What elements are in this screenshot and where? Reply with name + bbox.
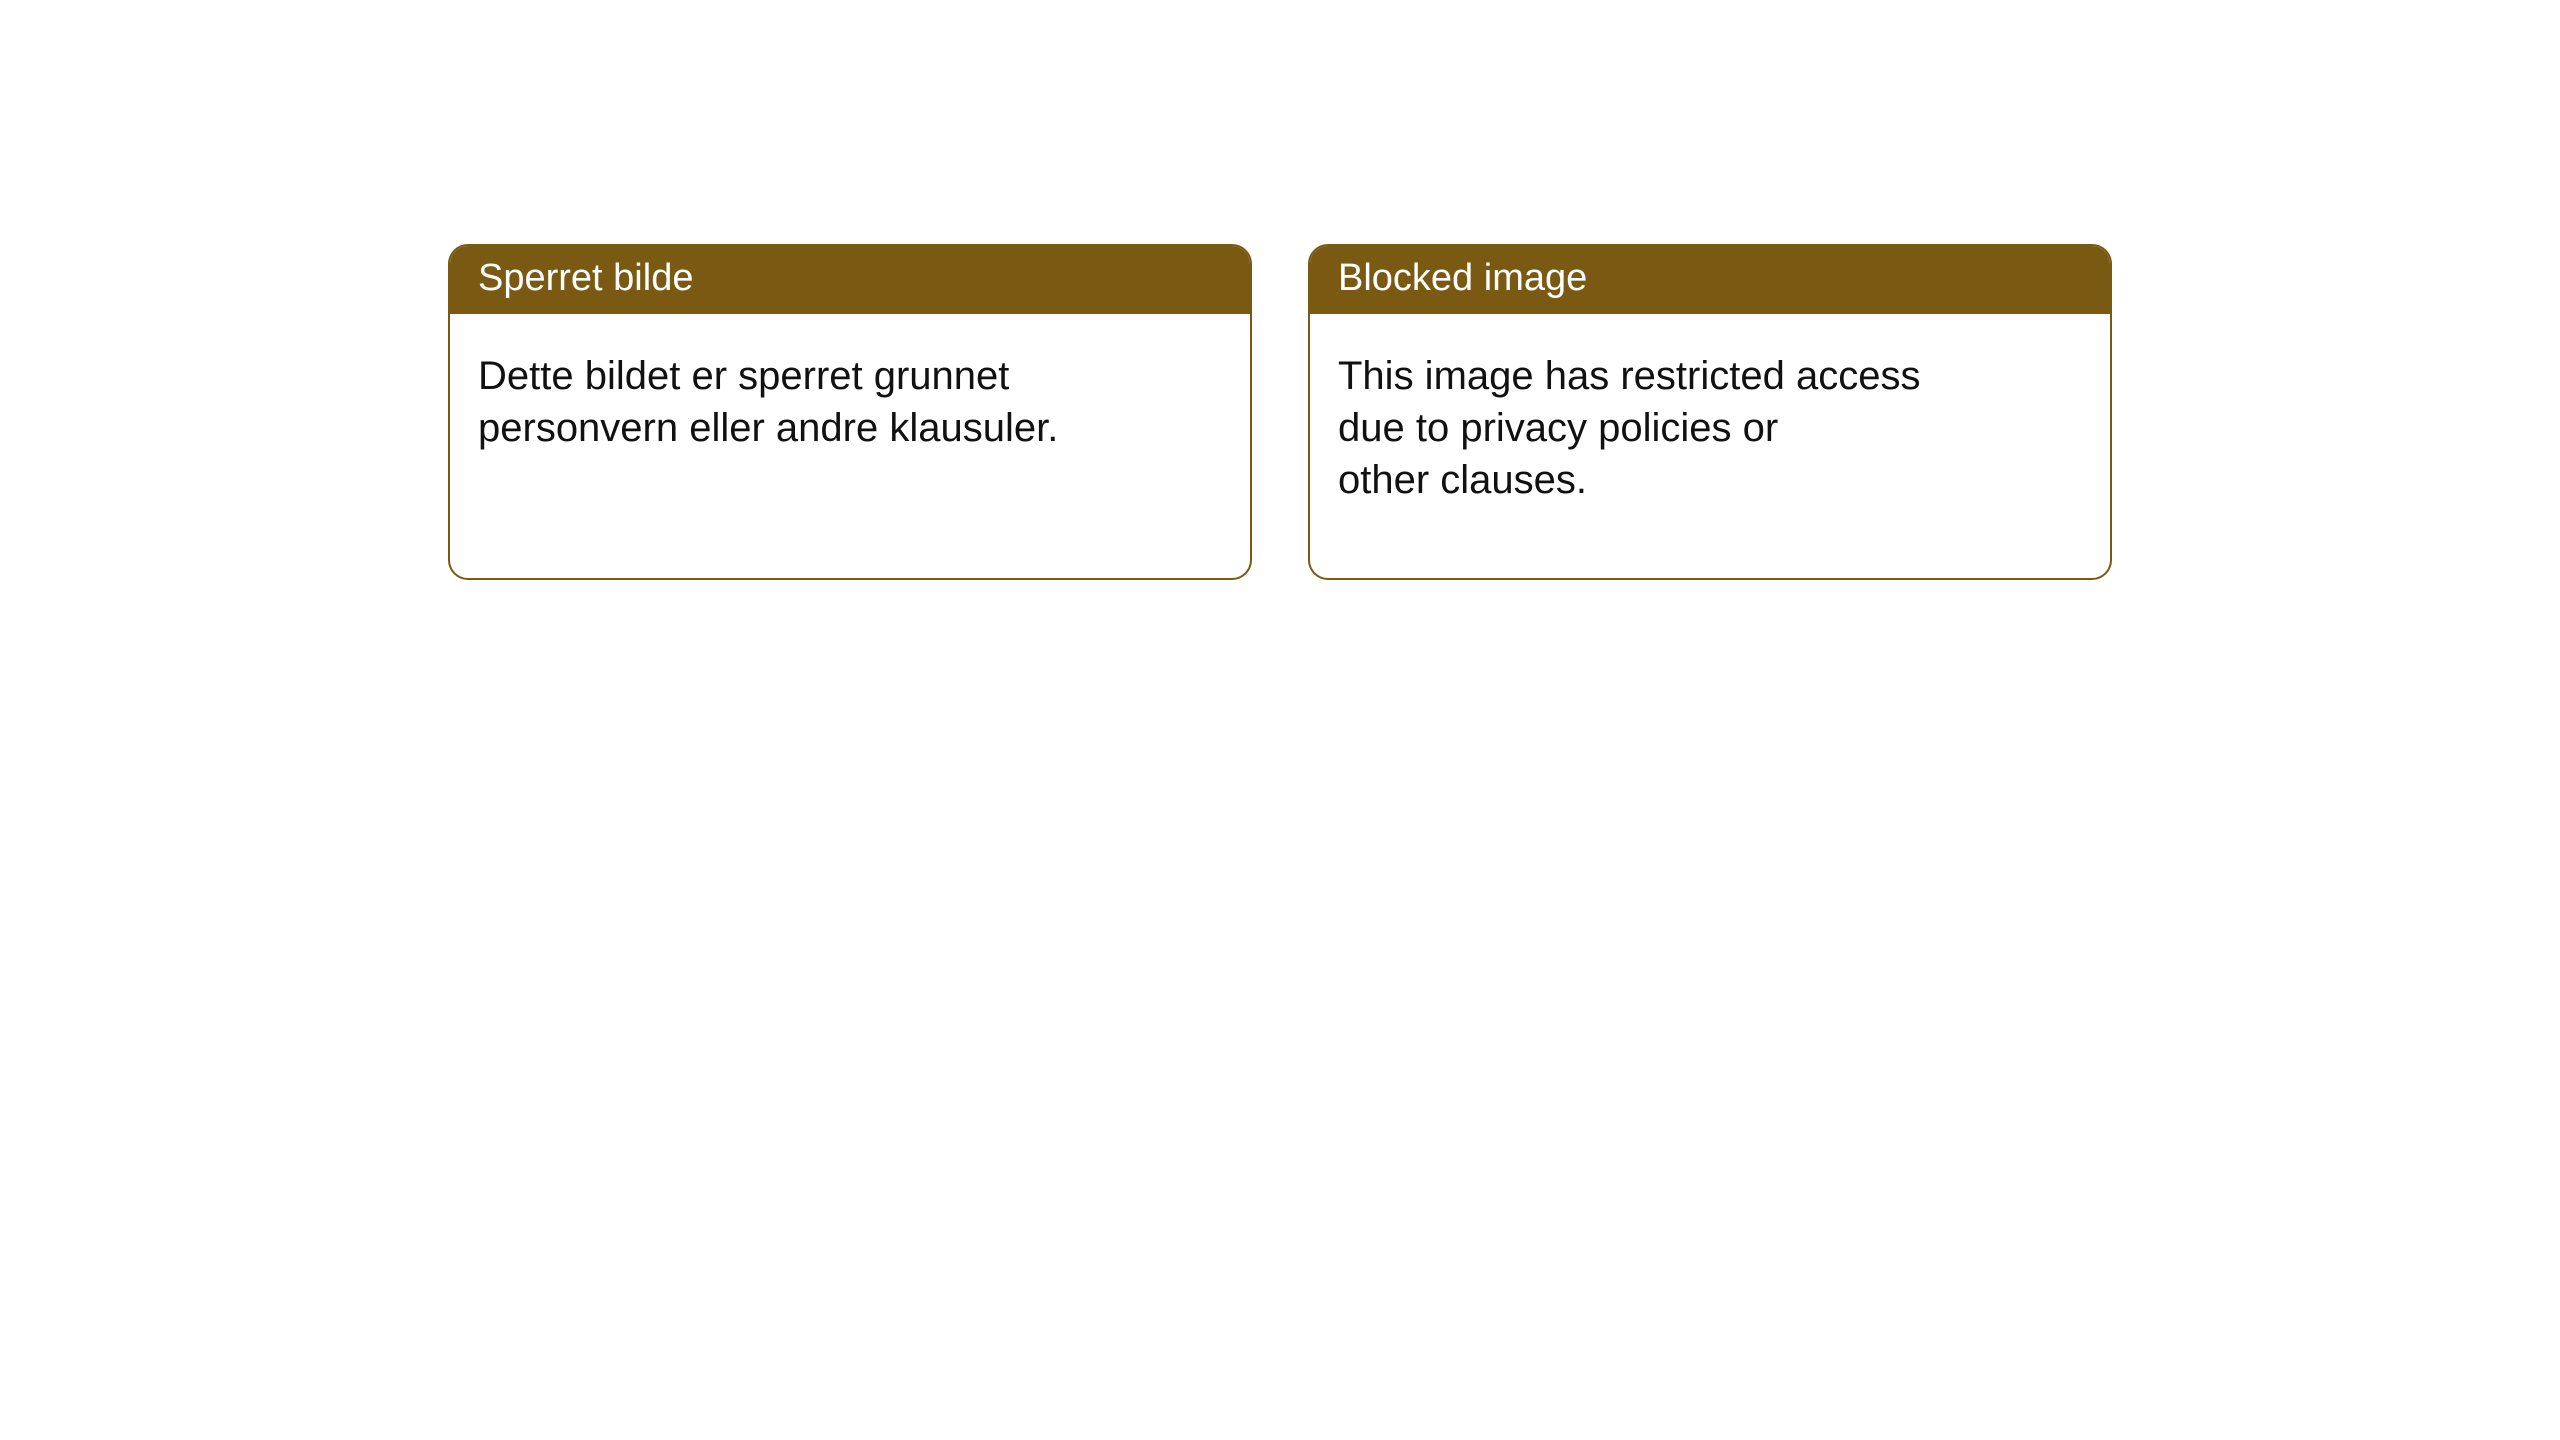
card-header-norwegian: Sperret bilde: [450, 246, 1250, 314]
card-body-english: This image has restricted access due to …: [1310, 314, 2110, 542]
notice-card-english: Blocked image This image has restricted …: [1308, 244, 2112, 580]
card-body-norwegian: Dette bildet er sperret grunnet personve…: [450, 314, 1250, 490]
notice-cards-container: Sperret bilde Dette bildet er sperret gr…: [448, 244, 2112, 580]
card-header-english: Blocked image: [1310, 246, 2110, 314]
notice-card-norwegian: Sperret bilde Dette bildet er sperret gr…: [448, 244, 1252, 580]
